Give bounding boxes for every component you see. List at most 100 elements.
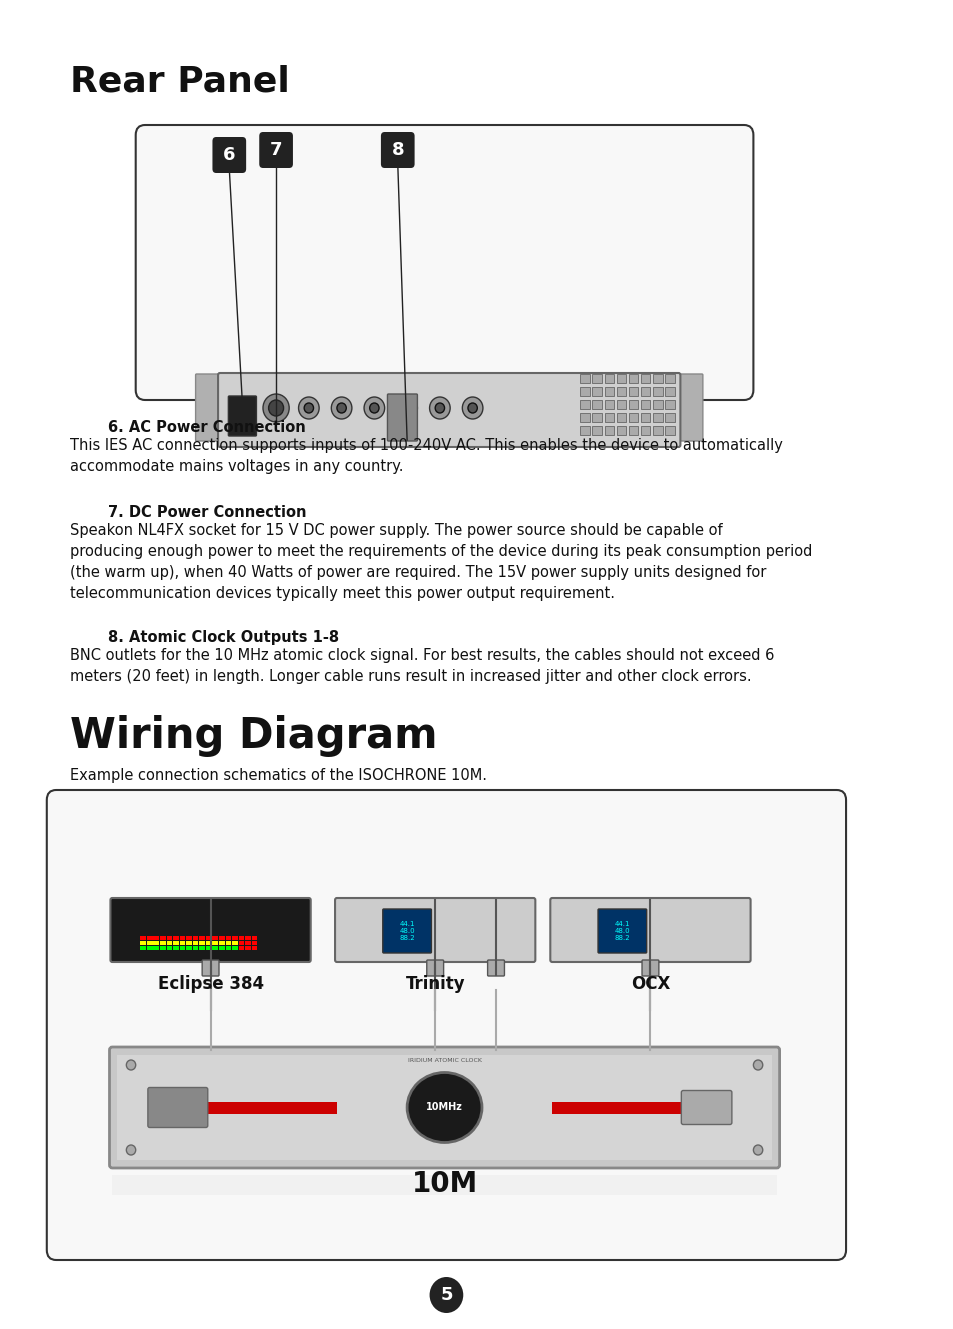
Text: 10MHz: 10MHz [426,1103,462,1112]
Bar [213,941,218,945]
Bar [665,413,674,423]
Bar [579,427,589,435]
FancyBboxPatch shape [213,137,246,173]
FancyBboxPatch shape [110,1047,779,1168]
Bar [653,373,662,383]
FancyBboxPatch shape [550,898,750,962]
Bar [604,413,614,423]
FancyBboxPatch shape [387,393,417,441]
Bar [579,413,589,423]
FancyBboxPatch shape [382,909,431,953]
Bar [117,1055,771,1160]
FancyBboxPatch shape [380,132,415,167]
Bar [640,413,650,423]
Bar [147,946,152,950]
Text: IRIDIUM ATOMIC CLOCK: IRIDIUM ATOMIC CLOCK [407,1058,481,1063]
Bar [592,400,601,409]
Bar [219,946,224,950]
Bar [628,413,638,423]
Bar [640,387,650,396]
Bar [153,936,159,940]
Bar [245,941,251,945]
Bar [160,946,166,950]
Bar [179,936,185,940]
Bar [604,373,614,383]
Circle shape [126,1146,135,1155]
FancyBboxPatch shape [598,909,646,953]
Text: Wiring Diagram: Wiring Diagram [71,715,437,758]
Bar [153,946,159,950]
Bar [604,400,614,409]
Circle shape [269,400,283,416]
Bar [238,946,244,950]
Bar [616,427,625,435]
Text: Rear Panel: Rear Panel [71,65,290,98]
FancyBboxPatch shape [111,898,311,962]
Bar [179,941,185,945]
Bar [245,946,251,950]
Bar [140,941,146,945]
Circle shape [468,403,476,413]
Bar [252,946,257,950]
Bar [232,946,237,950]
Bar [225,946,231,950]
Bar [238,936,244,940]
Bar [665,387,674,396]
FancyBboxPatch shape [680,1091,731,1124]
Bar [199,941,205,945]
Bar [213,946,218,950]
Bar [616,400,625,409]
Text: 6. AC Power Connection: 6. AC Power Connection [108,420,305,435]
Bar [167,941,172,945]
Bar [186,941,192,945]
Bar [579,387,589,396]
Bar [225,941,231,945]
Text: Eclipse 384: Eclipse 384 [157,975,263,993]
Text: 5: 5 [439,1286,453,1304]
Bar [169,1102,336,1114]
FancyBboxPatch shape [228,396,256,436]
Bar [592,413,601,423]
Text: This IES AC connection supports inputs of 100-240V AC. This enables the device t: This IES AC connection supports inputs o… [71,439,782,474]
Bar [252,936,257,940]
Bar [193,941,198,945]
Text: 7: 7 [270,141,282,159]
Bar [147,936,152,940]
Bar [653,427,662,435]
Bar [616,373,625,383]
Circle shape [753,1146,762,1155]
FancyBboxPatch shape [148,1087,208,1127]
Ellipse shape [407,1073,481,1143]
FancyBboxPatch shape [677,373,702,441]
Bar [160,941,166,945]
FancyBboxPatch shape [335,898,535,962]
Bar [172,941,178,945]
Bar [552,1102,720,1114]
Bar [206,941,212,945]
FancyBboxPatch shape [218,373,679,447]
Bar [172,946,178,950]
Circle shape [462,397,482,419]
Text: 8: 8 [391,141,404,159]
Bar [665,427,674,435]
Bar [653,413,662,423]
Bar [245,936,251,940]
Bar [616,413,625,423]
Circle shape [402,403,412,413]
Bar [579,400,589,409]
Bar [213,936,218,940]
Text: 10M: 10M [411,1170,477,1197]
Bar [199,936,205,940]
Bar [219,941,224,945]
FancyBboxPatch shape [487,960,504,975]
Text: Speakon NL4FX socket for 15 V DC power supply. The power source should be capabl: Speakon NL4FX socket for 15 V DC power s… [71,524,812,601]
Bar [193,936,198,940]
Bar [628,373,638,383]
Text: 7. DC Power Connection: 7. DC Power Connection [108,505,306,520]
Bar [199,946,205,950]
Bar [160,936,166,940]
Bar [193,946,198,950]
Circle shape [336,403,346,413]
Bar [112,1175,776,1195]
Bar [579,373,589,383]
